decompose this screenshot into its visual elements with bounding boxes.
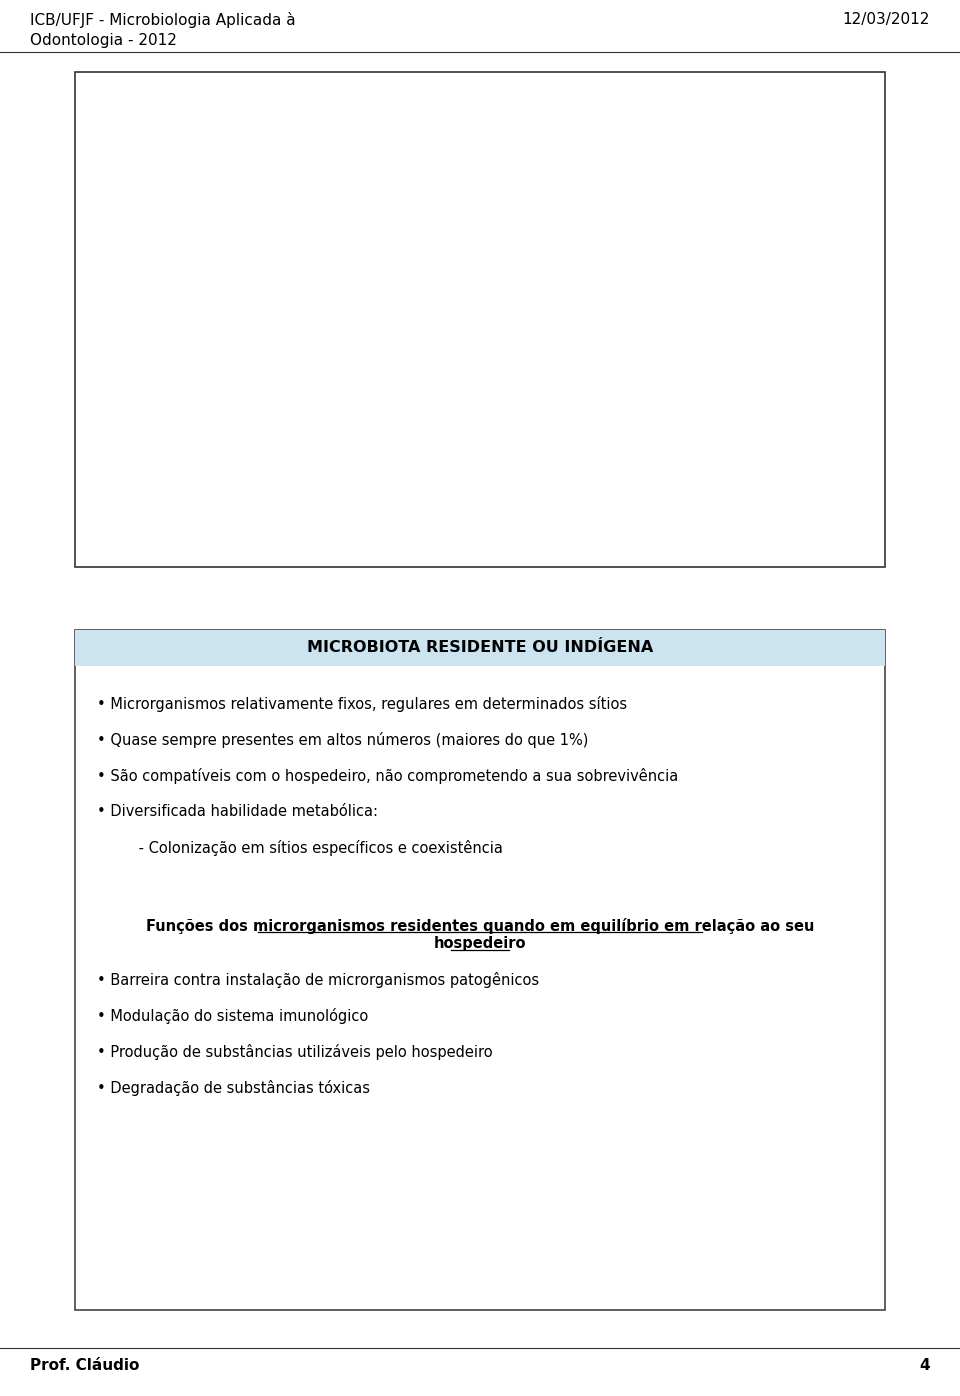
Text: • Quase sempre presentes em altos números (maiores do que 1%): • Quase sempre presentes em altos número…	[97, 732, 588, 748]
Text: • Diversificada habilidade metabólica:: • Diversificada habilidade metabólica:	[97, 804, 378, 819]
Text: ICB/UFJF - Microbiologia Aplicada à
Odontologia - 2012: ICB/UFJF - Microbiologia Aplicada à Odon…	[30, 13, 296, 47]
Text: Prof. Cláudio: Prof. Cláudio	[30, 1358, 139, 1374]
Text: • Produção de substâncias utilizáveis pelo hospedeiro: • Produção de substâncias utilizáveis pe…	[97, 1044, 492, 1060]
Text: hospedeiro: hospedeiro	[434, 935, 526, 951]
Text: • Modulação do sistema imunológico: • Modulação do sistema imunológico	[97, 1008, 369, 1025]
Text: • São compatíveis com o hospedeiro, não comprometendo a sua sobrevivência: • São compatíveis com o hospedeiro, não …	[97, 768, 679, 785]
Bar	[75, 630, 885, 666]
Bar	[75, 73, 885, 567]
Text: • Barreira contra instalação de microrganismos patogênicos: • Barreira contra instalação de microrga…	[97, 972, 540, 988]
Text: MICROBIOTA RESIDENTE OU INDÍGENA: MICROBIOTA RESIDENTE OU INDÍGENA	[307, 641, 653, 656]
Text: • Microrganismos relativamente fixos, regulares em determinados sítios: • Microrganismos relativamente fixos, re…	[97, 697, 627, 712]
Text: 4: 4	[920, 1358, 930, 1374]
Text: 12/03/2012: 12/03/2012	[843, 13, 930, 27]
Text: • Degradação de substâncias tóxicas: • Degradação de substâncias tóxicas	[97, 1081, 370, 1096]
Text: - Colonização em sítios específicos e coexistência: - Colonização em sítios específicos e co…	[97, 840, 503, 856]
Bar	[75, 630, 885, 1309]
Text: Funções dos microrganismos residentes quando em equilíbrio em relação ao seu: Funções dos microrganismos residentes qu…	[146, 919, 814, 934]
